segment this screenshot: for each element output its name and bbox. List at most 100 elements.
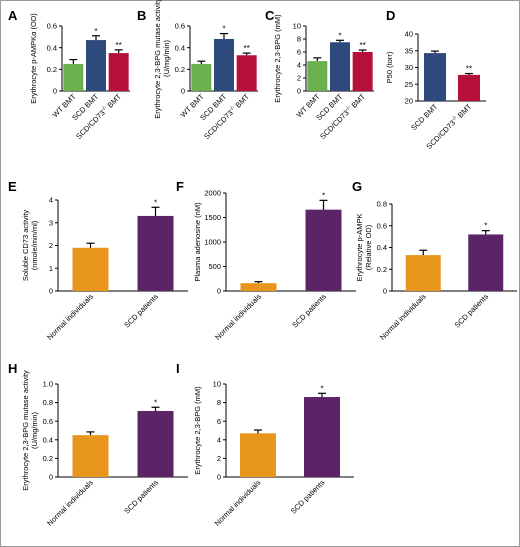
panel-i-ytick-label: 6 — [217, 417, 221, 426]
panel-i-bar — [304, 397, 340, 477]
panel-i-ytick-label: 2 — [217, 454, 221, 463]
panel-i-label: I — [176, 361, 180, 376]
panel-g-category-label: Normal individuals — [378, 292, 428, 342]
panel-d-bar — [458, 74, 480, 101]
panel-d-label: D — [386, 8, 395, 23]
panel-f-y-label: Plasma adenosine (nM) — [193, 202, 202, 282]
panel-a-ytick-label: 0.4 — [47, 43, 57, 52]
panel-f-category-label: SCD patients — [290, 292, 328, 330]
panel-g-ytick-label: 0.4 — [377, 243, 387, 252]
panel-h-bar — [72, 435, 109, 477]
panel-f-bar — [305, 209, 342, 291]
panel-c-significance: * — [338, 31, 341, 40]
panel-g-ytick-label: 0.8 — [377, 200, 387, 209]
panel-d-bar — [424, 53, 446, 101]
panel-i-significance: * — [320, 384, 323, 393]
panel-c-label: C — [265, 8, 275, 23]
panel-g-label: G — [352, 179, 362, 194]
panel-f-category-label: Normal individuals — [213, 292, 263, 342]
panel-h-ytick-label: 0.8 — [43, 398, 53, 407]
panel-a-significance: ** — [116, 41, 122, 50]
panel-f-ytick-label: 1000 — [204, 238, 221, 247]
panel-a-bar — [108, 53, 129, 91]
panel-f-label: F — [176, 179, 184, 194]
panel-d-ytick-label: 20 — [405, 97, 413, 106]
panel-g-ytick-label: 0.2 — [377, 265, 387, 274]
panel-a-bar — [63, 63, 84, 91]
panel-e-ytick-label: 0 — [49, 287, 53, 296]
panel-h-ytick-label: 0.4 — [43, 435, 53, 444]
panel-h-ytick-label: 0.6 — [43, 417, 53, 426]
panel-d-category-label: SCD BMT — [409, 102, 440, 133]
panel-i-ytick-label: 8 — [217, 398, 221, 407]
panel-g-ytick-label: 0 — [383, 287, 387, 296]
panel-c-ytick-label: 10 — [293, 22, 301, 31]
panel-b-ytick-label: 0.4 — [175, 43, 185, 52]
panel-d-significance: ** — [466, 65, 472, 74]
panel-b-bar — [236, 55, 257, 91]
panel-h-y-label: Erythrocyte 2,3-BPG mutase activity(U/mg… — [21, 370, 39, 491]
panel-c-ytick-label: 2 — [297, 74, 301, 83]
panel-g-y-label: Erythrocyte p-AMPK(Relative OD) — [355, 214, 373, 282]
panel-e-label: E — [8, 179, 17, 194]
panel-i-ytick-label: 4 — [217, 435, 221, 444]
panel-g-bar — [405, 255, 441, 291]
panel-e-ytick-label: 1 — [49, 264, 53, 273]
panel-c-bar — [352, 52, 373, 91]
panel-d-ytick-label: 30 — [405, 63, 413, 72]
panel-b-significance: ** — [244, 44, 250, 53]
panel-g-ytick-label: 0.6 — [377, 221, 387, 230]
panel-h-ytick-label: 0 — [49, 473, 53, 482]
panel-c-bar — [307, 61, 328, 91]
panel-h-category-label: SCD patients — [122, 478, 160, 516]
panel-f-ytick-label: 2000 — [204, 189, 221, 198]
panel-b-bar — [191, 63, 212, 91]
panel-b-ytick-label: 0 — [181, 87, 185, 96]
panel-a-ytick-label: 0 — [53, 87, 57, 96]
panel-a-y-label: Erythrocyte p-AMPKα (OD) — [29, 13, 38, 104]
panel-a-ytick-label: 0.6 — [47, 22, 57, 31]
panel-c-y-label: Erythrocyte 2,3-BPG (mM) — [273, 14, 282, 103]
panel-i-category-label: SCD patients — [289, 478, 327, 516]
panel-d-y-label: P50 (torr) — [385, 51, 394, 83]
panel-c-ytick-label: 0 — [297, 87, 301, 96]
panel-a-significance: * — [94, 27, 97, 36]
panel-a-label: A — [8, 8, 18, 23]
panel-b-ytick-label: 0.2 — [175, 65, 185, 74]
panel-h-category-label: Normal individuals — [45, 478, 95, 528]
panel-h-significance: * — [154, 398, 157, 407]
panel-f-ytick-label: 0 — [217, 287, 221, 296]
panel-h-bar — [137, 410, 174, 477]
panel-d-ytick-label: 25 — [405, 80, 413, 89]
panel-e-y-label: Soluble CD73 activity(nmole/min/ml) — [21, 210, 39, 282]
panel-h-label: H — [8, 361, 17, 376]
panel-f-ytick-label: 1500 — [204, 213, 221, 222]
panel-e-bar — [137, 215, 174, 291]
panel-c-bar — [330, 42, 350, 91]
panel-b-significance: * — [222, 25, 225, 34]
panel-d-ytick-label: 40 — [405, 30, 413, 39]
panel-c-ytick-label: 6 — [297, 48, 301, 57]
panel-i-ytick-label: 10 — [213, 380, 221, 389]
panel-i-y-label: Erythrocyte 2,3-BPG (mM) — [193, 386, 202, 475]
panel-b-bar — [214, 39, 234, 91]
panel-c-significance: ** — [360, 41, 366, 50]
panel-e-bar — [72, 247, 109, 291]
panel-i-ytick-label: 0 — [217, 473, 221, 482]
panel-e-category-label: SCD patients — [122, 292, 160, 330]
panel-a-ytick-label: 0.2 — [47, 65, 57, 74]
panel-i-category-label: Normal individuals — [213, 478, 263, 528]
panel-b-y-label: Erythrocyte 2,3-BPG mutase activity(U/mg… — [153, 0, 171, 119]
panel-e-category-label: Normal individuals — [45, 292, 95, 342]
panel-f-bar — [240, 283, 277, 291]
panel-e-ytick-label: 3 — [49, 218, 53, 227]
panel-b-ytick-label: 0.6 — [175, 22, 185, 31]
panel-g-bar — [468, 234, 504, 291]
panel-h-ytick-label: 0.2 — [43, 454, 53, 463]
panel-e-ytick-label: 2 — [49, 241, 53, 250]
panel-f-significance: * — [322, 191, 325, 200]
panel-e-significance: * — [154, 198, 157, 207]
panel-h-ytick-label: 1.0 — [43, 380, 53, 389]
panel-f-ytick-label: 500 — [208, 262, 221, 271]
